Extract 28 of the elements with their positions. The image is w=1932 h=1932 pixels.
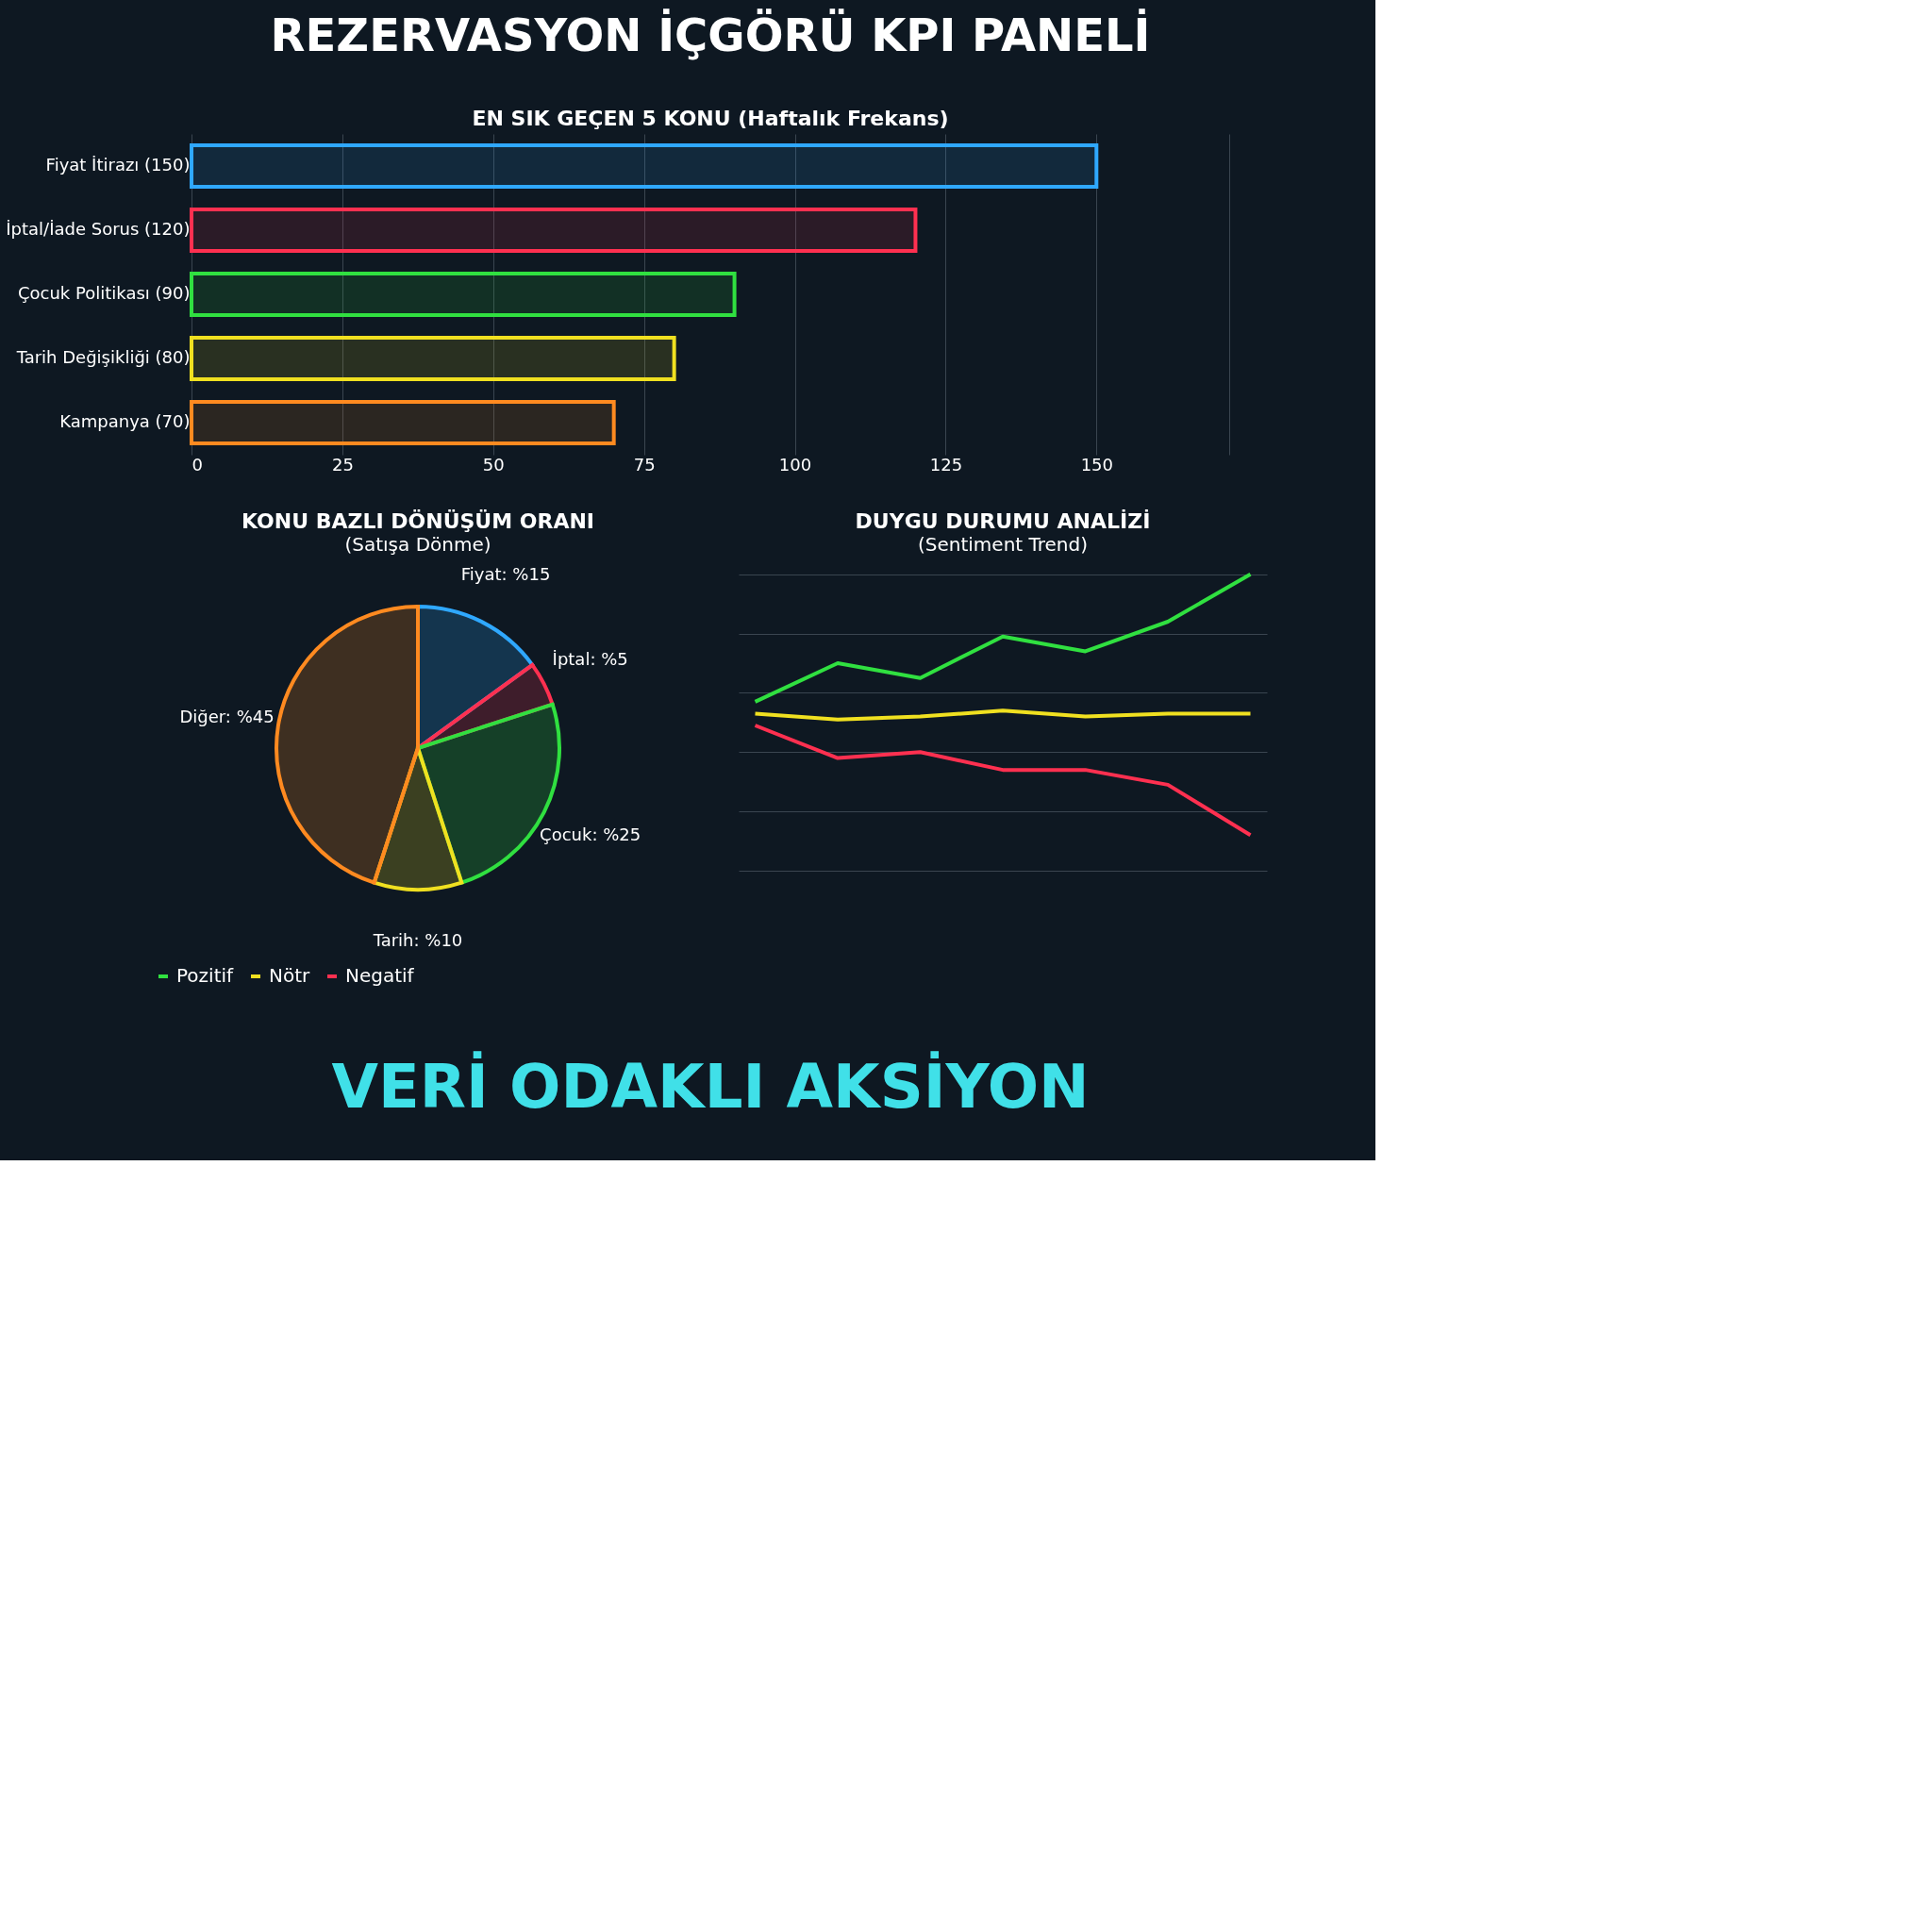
slice-label: Fiyat: %15 (460, 564, 551, 585)
chart-title: DUYGU DURUMU ANALİZİ (855, 509, 1151, 533)
y-tick-label: İptal/İade Sorus (120) (6, 219, 191, 239)
y-tick-label: Kampanya (70) (59, 411, 191, 431)
legend-label: Nötr (269, 964, 311, 987)
x-tick-label: 150 (1080, 454, 1113, 475)
text: VERİ ODAKLI AKSİYON (331, 1051, 1090, 1122)
slice-label: İptal: %5 (552, 648, 628, 669)
x-tick-label: 75 (633, 454, 656, 475)
x-tick-label: 50 (482, 454, 505, 475)
chart-subtitle: (Satışa Dönme) (344, 533, 491, 556)
x-tick-label: 25 (331, 454, 354, 475)
text: REZERVASYON İÇGÖRÜ KPI PANELİ (270, 8, 1151, 61)
y-tick-label: Tarih Değişikliği (80) (15, 347, 191, 367)
x-tick-label: 125 (929, 454, 963, 475)
legend-label: Negatif (345, 964, 415, 987)
x-tick-label: 0 (192, 454, 203, 475)
chart-title: EN SIK GEÇEN 5 KONU (Haftalık Frekans) (472, 107, 949, 130)
slice-label: Tarih: %10 (372, 930, 463, 950)
slice-label: Diğer: %45 (179, 706, 275, 726)
x-tick-label: 100 (778, 454, 812, 475)
y-tick-label: Fiyat İtirazı (150) (45, 155, 191, 175)
chart-title: KONU BAZLI DÖNÜŞÜM ORANI (241, 509, 595, 533)
legend-label: Pozitif (176, 964, 235, 987)
pie-slice (275, 605, 420, 885)
chart-subtitle: (Sentiment Trend) (917, 533, 1089, 556)
slice-label: Çocuk: %25 (540, 824, 641, 845)
y-tick-label: Çocuk Politikası (90) (17, 283, 191, 303)
